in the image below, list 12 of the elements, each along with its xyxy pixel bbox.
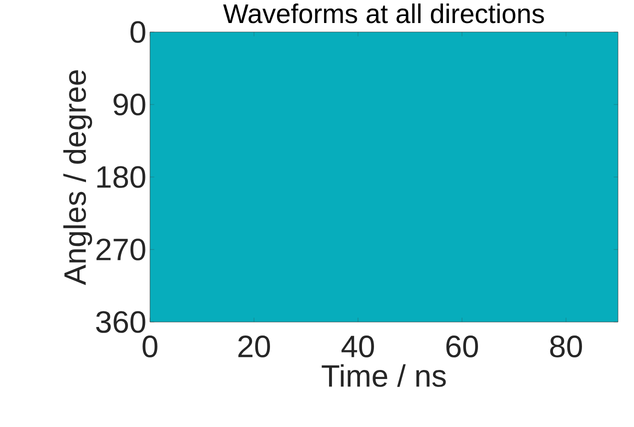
x-tick-label: 80 bbox=[550, 336, 582, 358]
chart-title: Waveforms at all directions bbox=[223, 4, 544, 24]
y-tick-label: 0 bbox=[130, 21, 146, 43]
y-tick-label: 90 bbox=[114, 94, 146, 116]
y-tick-label: 270 bbox=[96, 238, 146, 260]
x-tick-label: 40 bbox=[342, 336, 374, 358]
y-axis-title: Angles / degree bbox=[63, 70, 92, 286]
x-tick-label: 60 bbox=[446, 336, 478, 358]
y-tick-label: 180 bbox=[97, 166, 146, 188]
x-tick-label: 20 bbox=[238, 336, 270, 358]
x-axis-title: Time / ns bbox=[322, 364, 446, 387]
y-tick-label: 360 bbox=[96, 311, 146, 333]
